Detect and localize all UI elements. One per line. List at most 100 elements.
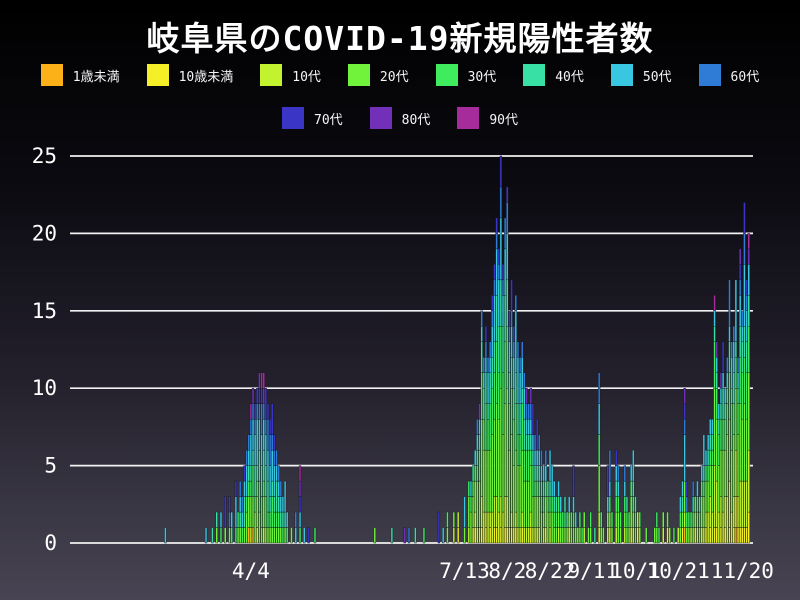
bar-day-11-19 bbox=[739, 248, 742, 544]
bar-segment bbox=[484, 326, 488, 342]
legend-label: 20代 bbox=[379, 69, 409, 85]
bar-segment bbox=[715, 527, 718, 544]
bar-segment bbox=[271, 449, 274, 482]
bar-segment bbox=[721, 418, 725, 451]
bar-day-9-14 bbox=[598, 372, 601, 544]
bar-segment bbox=[717, 418, 720, 435]
bar-segment bbox=[745, 418, 748, 482]
legend-item-30代: 30代 bbox=[435, 64, 496, 86]
legend-item-60代: 60代 bbox=[698, 64, 759, 86]
bar-segment bbox=[266, 511, 270, 528]
bar-day-3-28 bbox=[234, 480, 238, 544]
bar-segment bbox=[230, 527, 233, 544]
bar-day-4-15 bbox=[273, 434, 276, 544]
bar-day-10-12 bbox=[657, 527, 661, 544]
bar-segment bbox=[608, 511, 611, 528]
bar-segment bbox=[739, 264, 742, 281]
bar-segment bbox=[506, 233, 509, 281]
bar-segment bbox=[260, 372, 263, 389]
bar-segment bbox=[724, 527, 727, 544]
x-tick-label-7-13: 7/13 bbox=[439, 559, 490, 583]
bar-segment bbox=[717, 465, 720, 513]
bar-segment bbox=[484, 372, 488, 404]
bar-day-7-23 bbox=[484, 326, 488, 544]
bar-segment bbox=[437, 511, 441, 544]
bar-segment bbox=[685, 480, 688, 497]
bar-segment bbox=[741, 527, 744, 544]
bar-segment bbox=[277, 496, 280, 513]
bar-day-3-23 bbox=[224, 496, 227, 544]
bar-segment bbox=[264, 465, 267, 497]
bar-segment bbox=[275, 480, 278, 513]
bar-segment bbox=[736, 357, 740, 373]
bar-segment bbox=[164, 527, 167, 544]
bar-day-10-25 bbox=[685, 480, 688, 544]
bar-segment bbox=[721, 341, 725, 373]
bar-segment bbox=[504, 527, 507, 544]
bar-segment bbox=[241, 511, 244, 528]
bar-segment bbox=[696, 496, 699, 513]
bar-segment bbox=[254, 418, 257, 435]
bar-segment bbox=[495, 527, 498, 544]
bar-segment bbox=[499, 326, 503, 389]
bar-segment bbox=[568, 527, 571, 544]
bar-segment bbox=[561, 527, 564, 544]
bar-segment bbox=[666, 511, 669, 528]
bar-segment bbox=[728, 279, 731, 327]
bar-segment bbox=[283, 511, 287, 528]
bar-segment bbox=[247, 449, 250, 466]
bar-segment bbox=[467, 480, 470, 497]
bar-segment bbox=[578, 527, 582, 544]
bar-segment bbox=[540, 465, 543, 482]
bar-day-10-1 bbox=[634, 496, 637, 544]
bar-segment bbox=[249, 480, 253, 497]
bar-segment bbox=[732, 434, 735, 497]
bar-segment bbox=[553, 480, 556, 497]
bar-segment bbox=[608, 527, 611, 544]
bar-segment bbox=[518, 527, 522, 544]
bar-segment bbox=[574, 527, 577, 544]
legend-swatch bbox=[260, 64, 283, 86]
bar-segment bbox=[476, 434, 479, 451]
bar-segment bbox=[598, 465, 601, 513]
bar-segment bbox=[623, 527, 626, 544]
bar-segment bbox=[570, 527, 573, 544]
bar-segment bbox=[721, 372, 725, 389]
bar-segment bbox=[247, 480, 250, 497]
bar-day-9-7 bbox=[583, 511, 586, 544]
bar-segment bbox=[390, 527, 394, 544]
bar-segment bbox=[268, 465, 272, 497]
bar-day-10-3 bbox=[638, 511, 641, 544]
bar-segment bbox=[525, 480, 528, 528]
bar-segment bbox=[630, 480, 633, 497]
bar-segment bbox=[234, 496, 238, 528]
bar-segment bbox=[589, 527, 592, 544]
bar-segment bbox=[484, 357, 488, 373]
bar-day-7-3 bbox=[442, 527, 445, 544]
bar-segment bbox=[491, 511, 494, 544]
bar-segment bbox=[632, 496, 635, 513]
bar-segment bbox=[548, 480, 552, 497]
bar-segment bbox=[290, 527, 293, 544]
bar-day-8-21 bbox=[546, 480, 550, 544]
bar-day-7-27 bbox=[493, 264, 496, 544]
bar-segment bbox=[268, 527, 272, 544]
bar-day-11-5 bbox=[709, 418, 712, 544]
bar-segment bbox=[721, 511, 725, 544]
bar-segment bbox=[685, 496, 688, 513]
bar-segment bbox=[504, 248, 507, 296]
bar-day-4-17 bbox=[277, 465, 280, 544]
bar-segment bbox=[598, 372, 601, 404]
x-tick-label-8-22: 8/22 bbox=[525, 559, 576, 583]
bar-segment bbox=[694, 527, 697, 544]
bar-segment bbox=[557, 511, 560, 528]
bar-segment bbox=[275, 465, 278, 482]
bar-segment bbox=[529, 527, 532, 544]
bar-segment bbox=[521, 388, 524, 404]
bar-day-9-30 bbox=[632, 449, 635, 544]
bar-segment bbox=[698, 496, 701, 513]
bar-segment bbox=[683, 434, 686, 482]
bar-segment bbox=[523, 418, 526, 451]
bar-segment bbox=[739, 279, 742, 296]
bar-segment bbox=[512, 341, 515, 358]
